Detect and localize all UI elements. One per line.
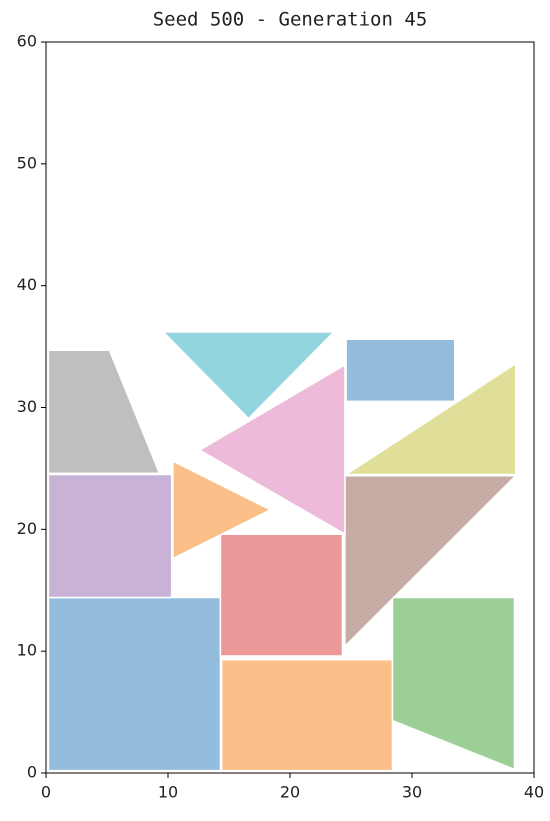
x-tick-label: 30 <box>402 783 422 802</box>
y-tick-label: 0 <box>27 763 37 782</box>
shape <box>219 533 344 657</box>
chart-title: Seed 500 - Generation 45 <box>153 9 428 31</box>
shape <box>344 474 518 649</box>
shape <box>47 349 161 475</box>
x-tick-label: 20 <box>280 783 300 802</box>
shape <box>198 363 346 536</box>
shape <box>343 362 517 476</box>
x-tick-label: 10 <box>158 783 178 802</box>
y-tick-label: 40 <box>17 275 37 294</box>
shape <box>172 459 273 560</box>
shape <box>220 658 394 772</box>
shape <box>161 331 336 420</box>
shape <box>345 338 456 403</box>
shape <box>47 596 222 772</box>
y-tick-label: 60 <box>17 32 37 51</box>
shape <box>47 473 173 599</box>
shape <box>391 596 516 771</box>
x-tick-label: 40 <box>524 783 544 802</box>
y-tick-label: 30 <box>17 397 37 416</box>
y-tick-label: 20 <box>17 519 37 538</box>
x-tick-label: 0 <box>41 783 51 802</box>
y-tick-label: 10 <box>17 641 37 660</box>
y-tick-label: 50 <box>17 153 37 172</box>
